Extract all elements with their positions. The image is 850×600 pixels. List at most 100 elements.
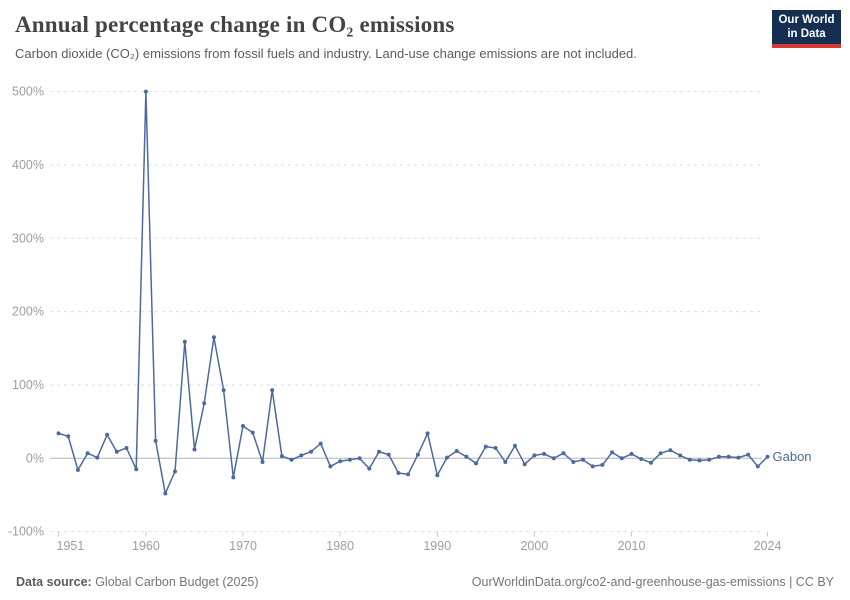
data-point-marker (755, 464, 760, 469)
data-point-marker (153, 438, 158, 443)
data-point-marker (639, 457, 644, 461)
data-point-marker (581, 457, 585, 462)
data-point-marker (347, 457, 352, 462)
data-point-marker (318, 441, 323, 446)
data-point-marker (173, 469, 177, 474)
data-point-marker (600, 462, 605, 467)
data-point-marker (241, 424, 245, 428)
series-label: Gabon (773, 449, 812, 464)
data-point-marker (503, 460, 508, 464)
data-point-marker (716, 454, 721, 459)
data-point-marker (542, 451, 547, 456)
series-line (58, 90, 769, 495)
chart-footer: Data source: Global Carbon Budget (2025)… (16, 575, 834, 589)
y-tick-label: -100% (8, 525, 44, 539)
data-point-marker (66, 434, 71, 439)
data-point-marker (532, 453, 537, 458)
x-tick-label: 1951 (57, 539, 85, 553)
data-point-marker (289, 457, 294, 462)
x-tick-label: 1970 (229, 539, 257, 553)
data-point-marker (279, 454, 284, 459)
data-point-marker (406, 472, 411, 477)
data-point-marker (357, 456, 362, 461)
data-point-marker (250, 430, 255, 435)
data-point-marker (143, 89, 148, 94)
data-point-marker (513, 443, 517, 448)
x-tick-label: 2000 (520, 539, 548, 553)
data-point-marker (221, 388, 226, 393)
data-point-marker (493, 446, 498, 450)
data-point-marker (726, 454, 731, 459)
data-point-marker (299, 453, 304, 458)
data-point-marker (367, 466, 372, 471)
chart-header: Annual percentage change in CO₂ emission… (15, 12, 760, 61)
chart-canvas: 500% 400% 300% 200% 100% 0% -100% 1951 1960 1970 1… (8, 85, 812, 553)
y-tick-label: 300% (12, 231, 44, 245)
x-tick-label: 1980 (326, 539, 354, 553)
data-point-marker (697, 458, 702, 463)
data-point-marker (629, 451, 634, 456)
data-point-marker (75, 468, 80, 472)
data-point-marker (202, 401, 207, 406)
data-point-marker (211, 335, 216, 340)
data-point-marker (338, 459, 343, 464)
data-point-marker (765, 454, 770, 459)
data-source-value: Global Carbon Budget (2025) (91, 575, 259, 589)
y-tick-label: 100% (12, 378, 44, 392)
data-point-marker (270, 388, 275, 393)
data-point-marker (95, 455, 100, 460)
data-point-marker (464, 454, 469, 459)
data-point-marker (736, 455, 741, 460)
data-point-marker (678, 453, 683, 458)
x-tick-label: 1990 (423, 539, 451, 553)
data-point-marker (551, 456, 556, 461)
x-tick-label: 2010 (618, 539, 646, 553)
data-point-marker (105, 432, 110, 437)
data-point-marker (134, 467, 139, 472)
footer-link[interactable]: OurWorldinData.org/co2-and-greenhouse-ga… (471, 575, 834, 589)
data-point-marker (56, 431, 61, 436)
chart-subtitle: Carbon dioxide (CO₂) emissions from foss… (15, 46, 637, 61)
data-point-marker (561, 451, 566, 456)
data-point-marker (445, 455, 449, 460)
y-tick-label: 400% (12, 158, 44, 172)
data-point-marker (425, 431, 430, 436)
data-point-marker (571, 460, 576, 464)
data-point-marker (590, 464, 595, 469)
data-point-marker (454, 449, 459, 453)
data-point-marker (658, 451, 663, 456)
x-tick-label: 2024 (754, 539, 782, 553)
data-point-marker (610, 450, 615, 455)
data-point-marker (309, 449, 313, 454)
data-point-marker (396, 471, 401, 475)
data-point-marker (707, 457, 712, 462)
data-point-marker (474, 461, 479, 466)
data-point-marker (668, 448, 673, 453)
y-tick-label: 0% (26, 451, 44, 465)
data-source-label: Data source: (16, 575, 92, 589)
owid-logo: Our World in Data (772, 10, 841, 48)
owid-logo-line1: Our World (778, 13, 835, 26)
data-point-marker (260, 460, 265, 464)
y-tick-label: 500% (12, 85, 44, 99)
x-tick-label: 1960 (132, 539, 160, 553)
data-point-marker (522, 462, 527, 467)
data-point-marker (687, 457, 692, 462)
data-point-marker (85, 451, 90, 456)
data-point-marker (192, 447, 197, 452)
data-point-marker (182, 339, 187, 344)
data-point-marker (483, 444, 488, 449)
data-point-marker (124, 446, 129, 450)
data-point-marker (114, 449, 119, 454)
chart-title: Annual percentage change in CO₂ emission… (15, 12, 455, 37)
data-point-marker (435, 473, 440, 478)
owid-logo-line2: in Data (787, 28, 826, 40)
y-tick-label: 200% (12, 305, 44, 319)
data-point-marker (231, 475, 236, 480)
data-point-marker (163, 491, 168, 496)
data-point-marker (328, 464, 333, 469)
data-point-marker (746, 452, 751, 457)
data-point-marker (386, 452, 391, 457)
data-point-marker (649, 460, 653, 465)
